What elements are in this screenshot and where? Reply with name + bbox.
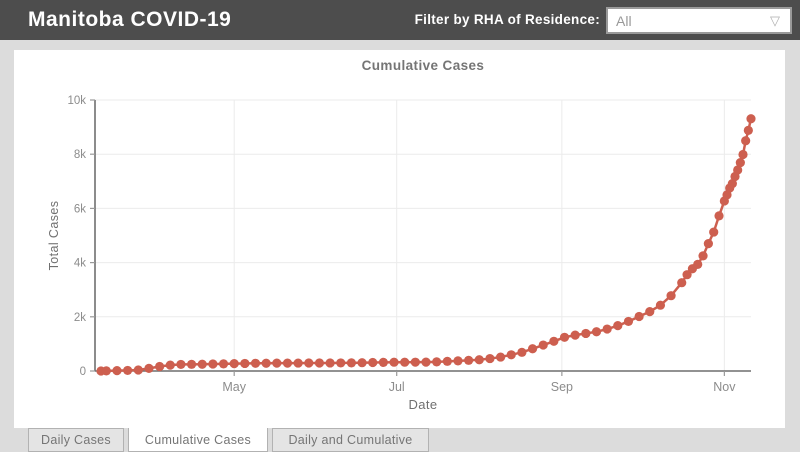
data-point[interactable]: [506, 350, 516, 360]
data-point[interactable]: [453, 356, 463, 366]
data-point[interactable]: [634, 311, 644, 322]
rha-filter-value: All: [616, 12, 632, 29]
data-point[interactable]: [698, 251, 708, 261]
data-point[interactable]: [229, 359, 239, 369]
x-tick-label: Nov: [713, 380, 736, 394]
y-axis-title: Total Cases: [47, 201, 61, 271]
y-tick-label: 10k: [67, 95, 86, 107]
y-tick-label: 4k: [74, 258, 86, 270]
data-point[interactable]: [743, 125, 753, 136]
x-tick-label: May: [222, 380, 246, 394]
tab-label: Daily Cases: [41, 433, 111, 447]
data-point[interactable]: [250, 358, 261, 368]
data-point[interactable]: [325, 358, 335, 368]
tab-daily-cases[interactable]: Daily Cases: [28, 428, 124, 452]
data-point[interactable]: [400, 357, 410, 367]
x-axis-title: Date: [408, 397, 437, 412]
data-point[interactable]: [485, 353, 495, 364]
data-point[interactable]: [421, 357, 431, 367]
data-point[interactable]: [527, 344, 538, 354]
data-point[interactable]: [186, 359, 197, 369]
data-point[interactable]: [727, 179, 737, 189]
chevron-down-icon: ▽: [770, 13, 780, 28]
data-point[interactable]: [709, 227, 719, 237]
data-point[interactable]: [101, 366, 111, 376]
data-point[interactable]: [218, 359, 229, 369]
rha-filter-label: Filter by RHA of Residence:: [414, 12, 600, 27]
y-tick-label: 2k: [74, 312, 86, 324]
y-tick-label: 0: [80, 366, 86, 378]
data-point[interactable]: [613, 321, 623, 331]
page-title: Manitoba COVID-19: [28, 8, 232, 31]
data-point[interactable]: [741, 136, 751, 146]
data-point[interactable]: [165, 360, 175, 370]
data-point[interactable]: [495, 352, 506, 362]
data-point[interactable]: [346, 358, 357, 368]
tab-label: Daily and Cumulative: [288, 433, 413, 447]
data-point[interactable]: [581, 328, 591, 339]
data-point[interactable]: [282, 358, 293, 368]
data-point[interactable]: [602, 324, 612, 334]
data-point[interactable]: [738, 149, 748, 160]
data-point[interactable]: [261, 358, 271, 368]
x-tick-label: Sep: [551, 380, 573, 394]
data-point[interactable]: [293, 358, 303, 368]
data-point[interactable]: [693, 259, 703, 269]
series-line: [100, 118, 753, 373]
data-point[interactable]: [570, 330, 580, 340]
data-point[interactable]: [197, 359, 207, 369]
data-point[interactable]: [746, 114, 756, 124]
data-point[interactable]: [474, 355, 484, 365]
data-point[interactable]: [432, 357, 442, 367]
chart-panel: Cumulative Cases 0 2k 4k 6k 8k 10k May Jul Sep No…: [14, 50, 785, 428]
data-point[interactable]: [655, 300, 666, 310]
data-point[interactable]: [378, 357, 388, 367]
data-point[interactable]: [123, 365, 133, 376]
rha-filter-select[interactable]: All ▽: [606, 7, 792, 34]
data-point[interactable]: [112, 365, 122, 376]
data-point[interactable]: [176, 359, 186, 370]
data-point[interactable]: [272, 358, 282, 368]
data-point[interactable]: [155, 361, 165, 372]
data-point[interactable]: [559, 332, 570, 342]
chart-title: Cumulative Cases: [361, 58, 485, 73]
data-point[interactable]: [677, 278, 687, 288]
data-point[interactable]: [591, 327, 602, 337]
data-point[interactable]: [410, 357, 420, 367]
data-point[interactable]: [368, 357, 378, 368]
cumulative-cases-chart[interactable]: 0 2k 4k 6k 8k 10k May Jul Sep Nov Total Cases Date: [14, 50, 785, 428]
data-point[interactable]: [464, 355, 474, 365]
data-point[interactable]: [703, 239, 713, 249]
data-point[interactable]: [623, 316, 634, 327]
data-point[interactable]: [304, 358, 314, 368]
data-point[interactable]: [442, 356, 452, 366]
data-point[interactable]: [666, 291, 676, 301]
data-point[interactable]: [714, 211, 724, 221]
tab-daily-and-cumulative[interactable]: Daily and Cumulative: [272, 428, 429, 452]
y-tick-label: 8k: [74, 149, 86, 161]
data-point[interactable]: [735, 158, 745, 168]
app-header: Manitoba COVID-19 Filter by RHA of Resid…: [0, 0, 800, 40]
data-point[interactable]: [682, 270, 692, 280]
data-point[interactable]: [208, 359, 218, 369]
data-point[interactable]: [314, 358, 325, 368]
data-point[interactable]: [538, 340, 548, 350]
data-point[interactable]: [517, 347, 527, 357]
data-point[interactable]: [133, 365, 143, 375]
data-point[interactable]: [389, 357, 399, 367]
tab-cumulative-cases[interactable]: Cumulative Cases: [128, 428, 268, 452]
data-point[interactable]: [144, 363, 154, 373]
y-tick-label: 6k: [74, 203, 86, 215]
data-point[interactable]: [549, 336, 559, 346]
data-point[interactable]: [336, 358, 346, 368]
data-point[interactable]: [733, 165, 743, 175]
data-point[interactable]: [645, 307, 655, 317]
data-point[interactable]: [240, 358, 250, 369]
tab-label: Cumulative Cases: [144, 432, 252, 447]
x-tick-label: Jul: [389, 380, 405, 394]
data-point[interactable]: [357, 358, 367, 368]
